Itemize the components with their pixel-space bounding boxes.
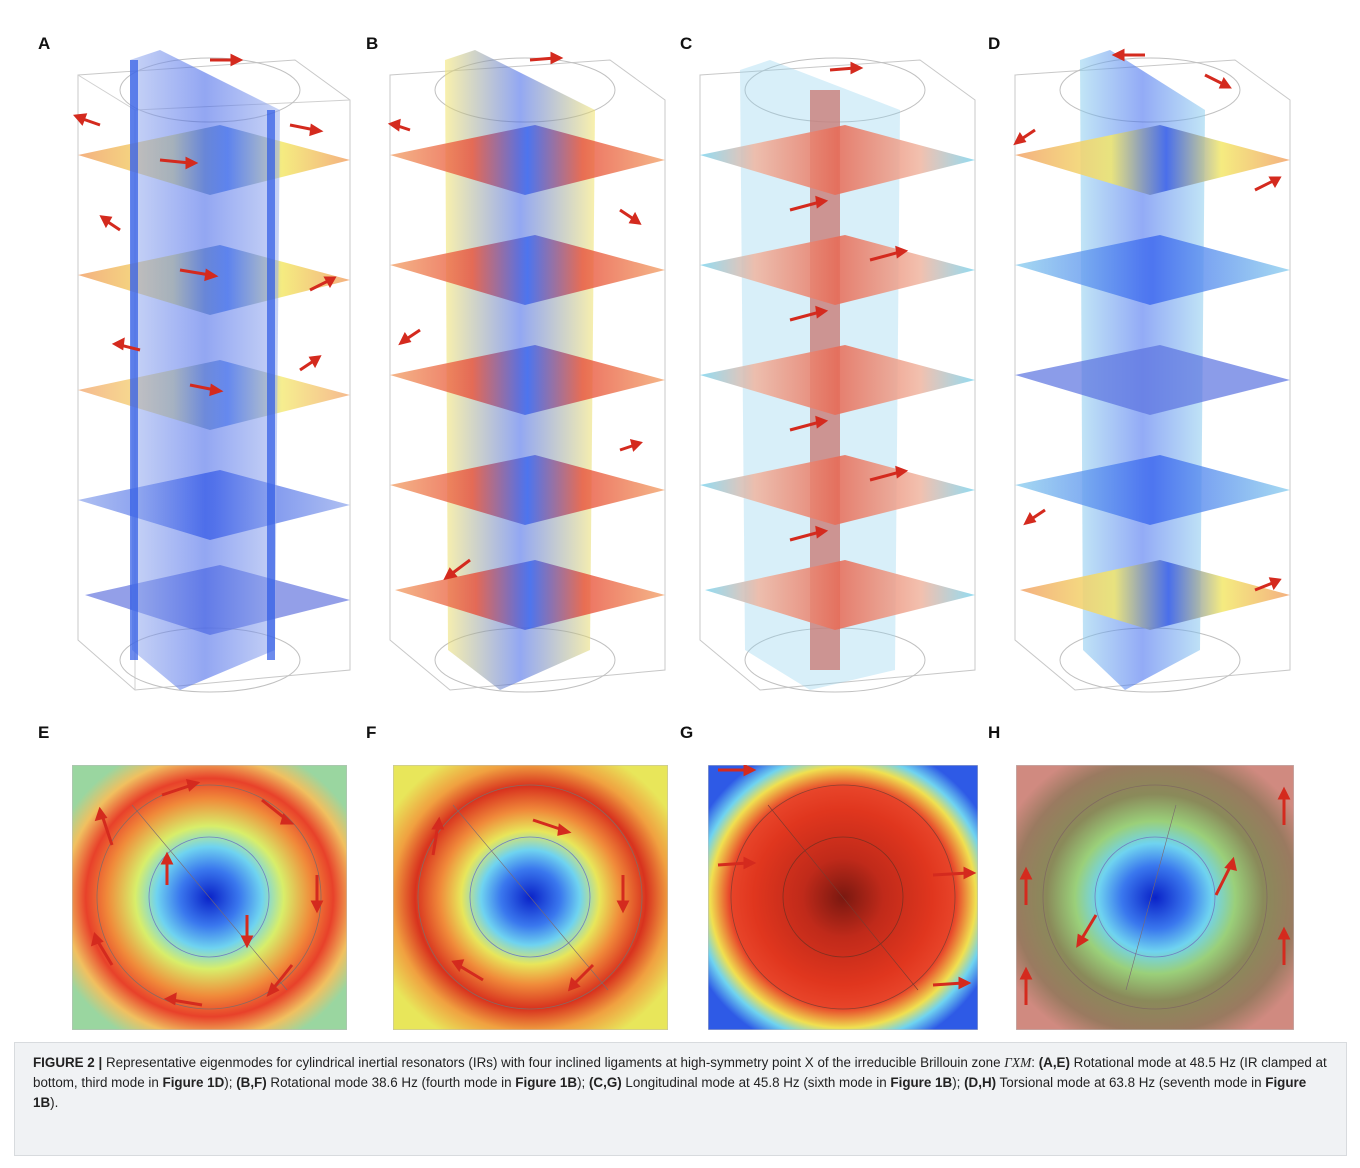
panel-b-rotational	[380, 30, 680, 710]
panel-c-svg	[699, 57, 976, 693]
panel-e-top-view	[72, 765, 347, 1030]
caption-text-7: Longitudinal mode at 45.8 Hz (sixth mode…	[621, 1075, 891, 1090]
panel-a-svg	[73, 50, 351, 693]
panel-label-d: D	[988, 34, 1001, 53]
panel-label-c: C	[680, 34, 693, 53]
panel-f-svg	[393, 765, 668, 1030]
caption-ref-cg: (C,G)	[588, 1075, 622, 1090]
panel-g-top-view	[708, 765, 978, 1030]
caption-text-8: );	[952, 1075, 965, 1090]
panel-a-rotational-clamped	[60, 30, 360, 710]
caption-link-figure-1b[interactable]: Figure 1B	[890, 1075, 953, 1090]
panel-label-f: F	[366, 723, 377, 742]
caption-text-2: :	[1031, 1055, 1039, 1070]
caption-text-4: );	[224, 1075, 237, 1090]
panel-d-svg	[1013, 48, 1291, 693]
caption-text-10: ).	[50, 1095, 59, 1110]
panel-label-e: E	[38, 723, 50, 742]
panel-e-svg	[72, 765, 347, 1030]
caption-text-9: Torsional mode at 63.8 Hz (seventh mode …	[996, 1075, 1266, 1090]
caption-gamma-xm: ΓXM	[1004, 1055, 1032, 1070]
caption-text-5: Rotational mode 38.6 Hz (fourth mode in	[266, 1075, 516, 1090]
caption-text-3: Rotational mode at 48.5 Hz (IR clamped a…	[33, 1055, 1327, 1090]
panel-d-torsional	[1005, 30, 1305, 710]
caption-ref-ae: (A,E)	[1038, 1055, 1070, 1070]
caption-text-6: );	[577, 1075, 589, 1090]
caption-figure-number: FIGURE 2 |	[33, 1055, 103, 1070]
panel-label-g: G	[680, 723, 694, 742]
caption-ref-bf: (B,F)	[236, 1075, 267, 1090]
panel-label-h: H	[988, 723, 1001, 742]
panel-label-b: B	[366, 34, 379, 53]
panel-label-a: A	[38, 34, 51, 53]
panel-h-svg	[1016, 765, 1294, 1030]
panel-b-svg	[387, 50, 666, 693]
panel-h-top-view	[1016, 765, 1294, 1030]
caption-link-figure-1b[interactable]: Figure 1B	[515, 1075, 578, 1090]
panel-f-top-view	[393, 765, 668, 1030]
caption-text-1: Representative eigenmodes for cylindrica…	[102, 1055, 1005, 1070]
caption-link-figure-1d[interactable]: Figure 1D	[162, 1075, 225, 1090]
panel-c-longitudinal	[690, 30, 990, 710]
panel-g-svg	[708, 765, 978, 1030]
figure-caption: FIGURE 2 | Representative eigenmodes for…	[14, 1042, 1347, 1156]
caption-link-figure-1b[interactable]: Figure 1B	[33, 1075, 1307, 1110]
caption-ref-dh: (D,H)	[964, 1075, 997, 1090]
